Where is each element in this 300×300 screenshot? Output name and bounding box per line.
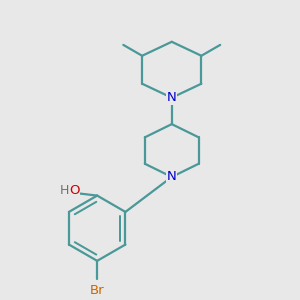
Text: O: O <box>69 184 80 197</box>
Text: N: N <box>167 170 177 184</box>
Text: N: N <box>167 91 177 104</box>
Text: H: H <box>60 184 69 197</box>
Text: Br: Br <box>90 284 104 296</box>
